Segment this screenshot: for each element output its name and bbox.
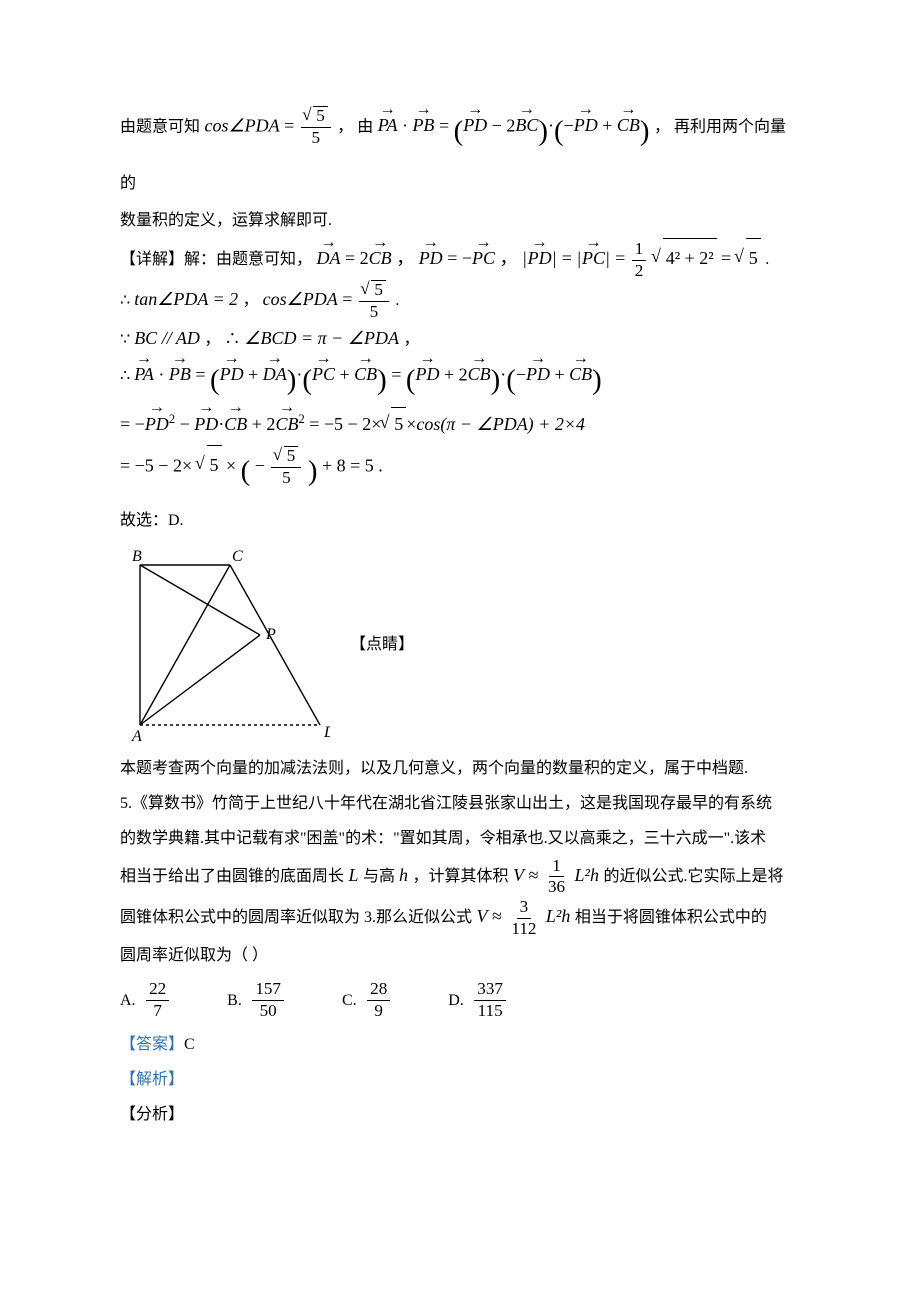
vec-PD: PD bbox=[419, 239, 443, 279]
option-d[interactable]: D. 337115 bbox=[448, 980, 508, 1021]
minus5: = −5 − 2× bbox=[120, 455, 192, 475]
sqrt-4sq-2sq: 4² + 2² bbox=[653, 238, 717, 279]
approx: ≈ bbox=[492, 906, 506, 926]
frac-sqrt5-5: 5 5 bbox=[271, 446, 301, 488]
intro-line-2: 数量积的定义，运算求解即可. bbox=[120, 203, 800, 238]
vec-PB: PB bbox=[412, 106, 434, 146]
sym-h: h bbox=[399, 865, 408, 885]
fenxi-label: 【分析】 bbox=[120, 1097, 800, 1132]
period: . bbox=[395, 292, 399, 309]
sqrt-5: 5 bbox=[736, 238, 761, 279]
L2h: L²h bbox=[546, 906, 570, 926]
jiexi-label: 【解析】 bbox=[120, 1062, 800, 1097]
answer-value: C bbox=[184, 1036, 195, 1053]
pa-pb-expansion: ∴ PA · PB = (PD + DA)·(PC + CB) = (PD + … bbox=[120, 355, 800, 407]
period: . bbox=[765, 251, 769, 268]
pa-pb-expansion-2: = −PD2 − PD·CB + 2CB2 = −5 − 2×5×cos(π −… bbox=[120, 407, 800, 440]
vec-PD: PD bbox=[463, 106, 487, 146]
hence-d: 故选：D. bbox=[120, 503, 800, 538]
options-row: A. 227 B. 15750 C. 289 D. 337115 bbox=[120, 980, 800, 1021]
label-D: D bbox=[323, 724, 330, 741]
answer-label: 【答案】 bbox=[120, 1036, 184, 1053]
times: × bbox=[226, 455, 236, 475]
q5-line-c: 相当于给出了由圆锥的底面周长 L 与高 h ，计算其体积 V ≈ 1 36 L²… bbox=[120, 856, 800, 897]
frac-1-36: 1 36 bbox=[545, 857, 568, 898]
sym-V: V bbox=[513, 865, 524, 885]
intro-line-1: 由题意可知 cos∠PDA = 5 5 ， 由 PA · PB = (PD − … bbox=[120, 100, 800, 203]
sym-V: V bbox=[477, 906, 488, 926]
final-note: 本题考查两个向量的加减法法则，以及几何意义，两个向量的数量积的定义，属于中档题. bbox=[120, 751, 800, 786]
detail-label: 【详解】解：由题意可知， bbox=[120, 251, 312, 268]
q5-line-b: 的数学典籍.其中记载有求"困盖"的术："置如其周，令相承也.又以高乘之，三十六成… bbox=[120, 821, 800, 856]
option-a[interactable]: A. 227 bbox=[120, 980, 171, 1021]
q5-line-d: 圆锥体积公式中的圆周率近似取为 3.那么近似公式 V ≈ 3 112 L²h 相… bbox=[120, 897, 800, 938]
sym-L: L bbox=[349, 865, 359, 885]
eqend: + 8 = 5 . bbox=[322, 455, 383, 475]
therefore: ∴ bbox=[120, 367, 134, 384]
label-P: P bbox=[265, 626, 276, 643]
vec-PA: PA bbox=[378, 106, 398, 146]
cos-pda: cos∠PDA bbox=[263, 289, 338, 309]
vec-PD: PD bbox=[528, 239, 552, 279]
approx: ≈ bbox=[529, 865, 543, 885]
frac-3-112: 3 112 bbox=[508, 898, 539, 939]
because: ∵ bbox=[120, 331, 134, 348]
answer-line: 【答案】C bbox=[120, 1027, 800, 1062]
label-C: C bbox=[232, 548, 243, 565]
eq: = bbox=[284, 115, 299, 135]
tan-expr: tan∠PDA = 2 bbox=[134, 289, 238, 309]
sep: ， bbox=[243, 292, 263, 309]
text: 由题意可知 bbox=[120, 118, 200, 135]
page: 由题意可知 cos∠PDA = 5 5 ， 由 PA · PB = (PD − … bbox=[0, 0, 920, 1302]
eq: = bbox=[342, 289, 357, 309]
pa-pb-expansion-3: = −5 − 2× 5 × ( − 5 5 ) + 8 = 5 . bbox=[120, 440, 800, 503]
detail-line: 【详解】解：由题意可知， DA = 2CB ， PD = −PC ， PD = … bbox=[120, 238, 800, 280]
label-B: B bbox=[132, 548, 142, 565]
therefore: ∴ bbox=[120, 292, 134, 309]
vec-CB: CB bbox=[369, 239, 392, 279]
L2h: L²h bbox=[575, 865, 599, 885]
tan-cos-line: ∴ tan∠PDA = 2 ， cos∠PDA = 5 5 . bbox=[120, 280, 800, 322]
q5-line-a: 5.《算数书》竹简于上世纪八十年代在湖北省江陵县张家山出土，这是我国现存最早的有… bbox=[120, 786, 800, 821]
vec-PD: PD bbox=[574, 106, 598, 146]
figure-row: A B C D P 【点睛】 bbox=[120, 545, 800, 745]
trapezoid-diagram: A B C D P bbox=[120, 545, 330, 745]
q5-line-e: 圆周率近似取为（ ） bbox=[120, 938, 800, 973]
vec-DA: DA bbox=[317, 239, 341, 279]
neg: − bbox=[255, 455, 265, 475]
vec-BC: BC bbox=[515, 106, 538, 146]
vec-CB: CB bbox=[617, 106, 640, 146]
option-c[interactable]: C. 289 bbox=[342, 980, 392, 1021]
label-A: A bbox=[131, 728, 142, 745]
vec-PC: PC bbox=[582, 239, 605, 279]
frac-half: 1 2 bbox=[632, 240, 647, 281]
frac-sqrt5-5: 5 5 bbox=[301, 106, 331, 148]
frac-sqrt5-5: 5 5 bbox=[359, 280, 389, 322]
vec-PC: PC bbox=[472, 239, 495, 279]
option-b[interactable]: B. 15750 bbox=[227, 980, 286, 1021]
cos-pda: cos∠PDA bbox=[205, 115, 280, 135]
dianjing-label: 【点睛】 bbox=[350, 627, 414, 662]
text: ， 由 bbox=[337, 118, 373, 135]
